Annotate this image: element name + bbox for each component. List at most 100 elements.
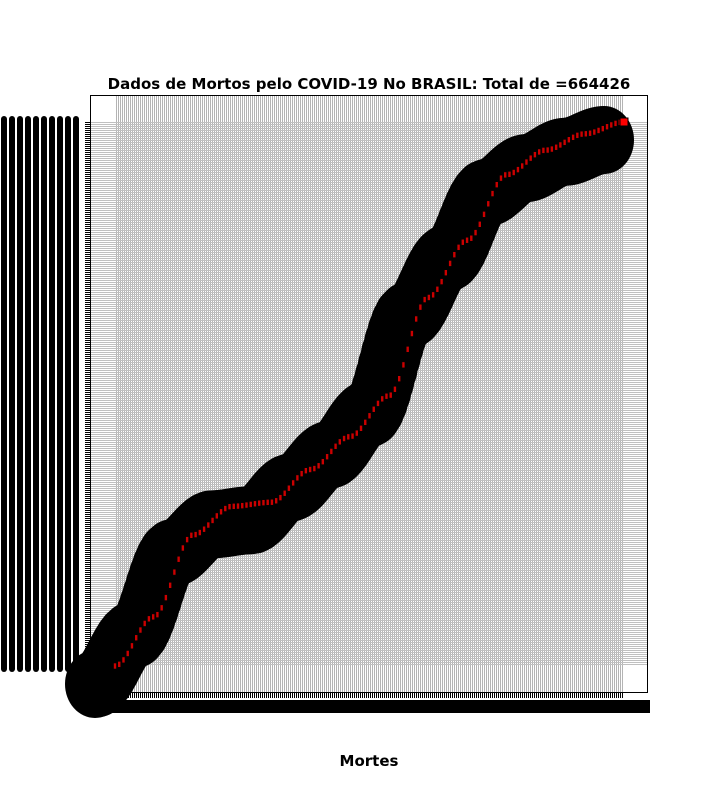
data-point [181,544,185,552]
data-point [138,626,143,634]
data-point [304,467,308,474]
data-point [287,484,291,492]
data-point [291,479,295,487]
data-point [308,466,312,473]
data-point [588,129,592,137]
data-point [316,462,321,470]
data-point [584,130,588,138]
data-point [516,166,520,173]
data-point [142,620,147,627]
data-point [282,489,287,497]
data-point [134,634,139,642]
data-point [545,146,550,154]
data-point [414,315,418,323]
data-point [579,130,584,138]
y-tick-marks [85,122,90,666]
data-point [270,498,274,506]
data-point [367,412,372,420]
data-point [448,260,452,267]
data-point [113,662,117,670]
data-point [151,613,155,621]
y-tick-label-column [33,116,39,672]
data-point [130,642,134,650]
data-point [575,132,580,139]
x-tick-labels [98,700,650,713]
data-point [121,656,126,664]
y-tick-label-column [9,116,15,672]
data-point [231,503,236,510]
data-point [299,470,304,477]
data-point [558,141,563,149]
data-point [562,139,567,146]
data-point [465,236,469,244]
data-point [482,211,486,218]
data-point [427,294,431,301]
data-point [193,531,198,538]
data-point [461,238,465,246]
data-point [554,143,558,151]
data-point [371,405,376,413]
data-point [405,346,410,353]
data-point [159,604,164,612]
data-point [117,661,122,668]
y-tick-label-column [49,116,55,672]
data-point [592,128,597,136]
data-point [600,125,605,132]
data-point [533,151,537,158]
data-point [393,385,397,393]
y-tick-labels [1,116,79,672]
data-point [422,296,427,303]
data-point [567,136,571,144]
data-point [473,229,478,236]
data-point [248,501,253,508]
x-tick-marks [115,693,624,698]
data-point [418,303,423,311]
data-point [168,581,172,589]
last-data-point [619,117,629,127]
data-point [435,285,440,293]
chart-title: Dados de Mortos pelo COVID-19 No BRASIL:… [107,75,631,93]
data-point [469,234,474,242]
data-point [206,521,211,529]
data-point [215,512,219,520]
data-point [185,536,189,543]
data-point [520,162,525,170]
data-point [210,517,215,524]
data-point [329,448,334,455]
x-axis-label: Mortes [339,752,399,770]
data-point [219,508,223,516]
data-point [176,555,181,563]
data-point [444,269,448,276]
data-point [397,375,401,382]
data-point [172,568,177,576]
data-points [113,117,629,670]
data-point [605,123,609,131]
y-tick-label-column [57,116,63,672]
data-point [350,432,355,440]
data-point [147,615,151,623]
data-point [456,244,461,251]
data-point [354,429,359,437]
y-tick-label-column [65,116,71,672]
y-tick-label-column [41,116,47,672]
data-point [236,502,240,510]
data-point [359,425,363,432]
data-point [431,291,435,299]
data-point [410,330,414,337]
data-point [541,147,546,154]
data-point [333,443,338,450]
data-point [265,499,270,506]
data-point [240,502,245,509]
data-point [384,392,389,400]
data-point [503,171,508,179]
data-point [223,505,228,512]
data-point [452,251,457,258]
data-point [312,465,317,472]
data-point [511,169,516,176]
data-point [537,148,541,156]
data-point [596,127,601,134]
data-point [550,145,554,153]
data-point [164,594,168,601]
data-point [494,181,499,188]
data-point [376,400,380,407]
